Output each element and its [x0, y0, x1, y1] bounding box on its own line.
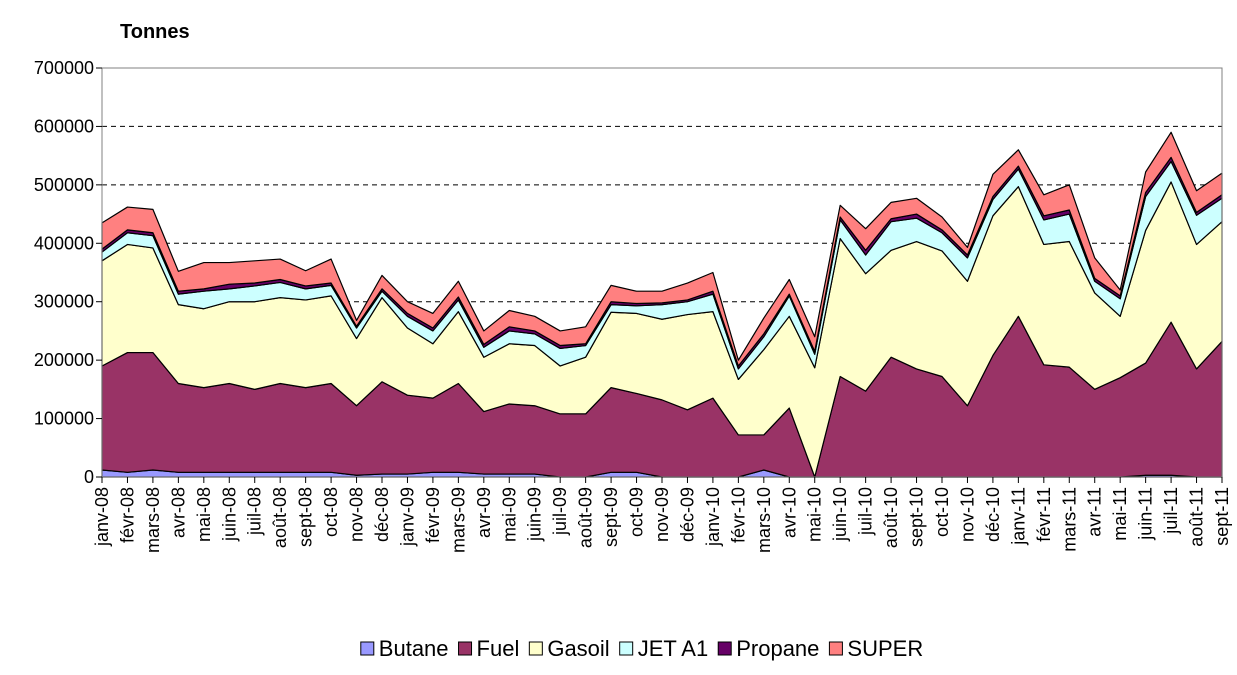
x-tick-label: déc-10 [983, 487, 1003, 542]
x-tick-label: juil-08 [245, 487, 265, 536]
x-tick-label: avr-10 [779, 487, 799, 538]
x-tick-label: nov-08 [347, 487, 367, 542]
x-tick-label: nov-09 [652, 487, 672, 542]
x-tick-label: sept-10 [907, 487, 927, 547]
y-tick-label: 100000 [34, 409, 94, 429]
x-tick-label: nov-10 [957, 487, 977, 542]
y-tick-label: 700000 [34, 58, 94, 78]
x-tick-label: mai-10 [805, 487, 825, 542]
legend-label: JET A1 [638, 636, 709, 661]
x-tick-label: oct-10 [932, 487, 952, 537]
x-tick-label: févr-10 [728, 487, 748, 543]
x-tick-label: avr-09 [474, 487, 494, 538]
x-tick-label: janv-10 [703, 487, 723, 547]
y-tick-label: 300000 [34, 292, 94, 312]
legend-label: Propane [736, 636, 819, 661]
x-tick-label: juil-11 [1161, 487, 1181, 535]
x-tick-label: mars-08 [143, 487, 163, 553]
x-tick-label: juil-09 [550, 487, 570, 536]
x-tick-label: juin-08 [219, 487, 239, 542]
x-tick-label: mars-11 [1059, 487, 1079, 552]
x-tick-label: janv-08 [92, 487, 112, 547]
x-tick-label: juin-09 [525, 487, 545, 542]
x-tick-label: févr-08 [117, 487, 137, 543]
legend: Butane Fuel Gasoil JET A1 Propane SUPER [360, 636, 923, 661]
y-axis-title: Tonnes [120, 21, 190, 43]
legend-swatch [828, 641, 843, 656]
legend-swatch [528, 641, 543, 656]
x-tick-label: août-10 [881, 487, 901, 548]
x-tick-label: avr-08 [168, 487, 188, 538]
legend-label: Butane [379, 636, 449, 661]
x-tick-label: déc-08 [372, 487, 392, 542]
x-tick-label: août-11 [1187, 487, 1207, 547]
y-tick-label: 400000 [34, 233, 94, 253]
legend-label: Fuel [477, 636, 520, 661]
x-tick-label: mai-11 [1110, 487, 1130, 541]
x-tick-label: janv-09 [397, 487, 417, 547]
x-tick-label: déc-09 [677, 487, 697, 542]
x-tick-label: juin-11 [1136, 487, 1156, 541]
legend-label: SUPER [847, 636, 923, 661]
x-tick-label: juil-10 [856, 487, 876, 536]
x-tick-label: oct-08 [321, 487, 341, 537]
y-tick-label: 500000 [34, 175, 94, 195]
legend-label: Gasoil [547, 636, 609, 661]
legend-swatch [717, 641, 732, 656]
x-tick-label: juin-10 [830, 487, 850, 542]
x-tick-label: sept-08 [296, 487, 316, 547]
x-tick-label: avr-11 [1085, 487, 1105, 537]
x-tick-label: oct-09 [627, 487, 647, 537]
x-tick-label: août-08 [270, 487, 290, 548]
x-tick-label: mai-08 [194, 487, 214, 542]
y-tick-label: 200000 [34, 350, 94, 370]
x-tick-label: mars-10 [754, 487, 774, 553]
x-tick-label: sept-09 [601, 487, 621, 547]
x-tick-label: août-09 [576, 487, 596, 548]
x-tick-label: févr-11 [1034, 487, 1054, 542]
x-tick-label: janv-11 [1008, 487, 1028, 546]
legend-swatch [360, 641, 375, 656]
y-tick-label: 0 [84, 467, 94, 487]
x-tick-label: févr-09 [423, 487, 443, 543]
x-tick-label: mai-09 [499, 487, 519, 542]
x-tick-label: sept-11 [1212, 487, 1232, 546]
x-tick-label: mars-09 [448, 487, 468, 553]
y-tick-label: 600000 [34, 116, 94, 136]
legend-swatch [619, 641, 634, 656]
legend-swatch [458, 641, 473, 656]
